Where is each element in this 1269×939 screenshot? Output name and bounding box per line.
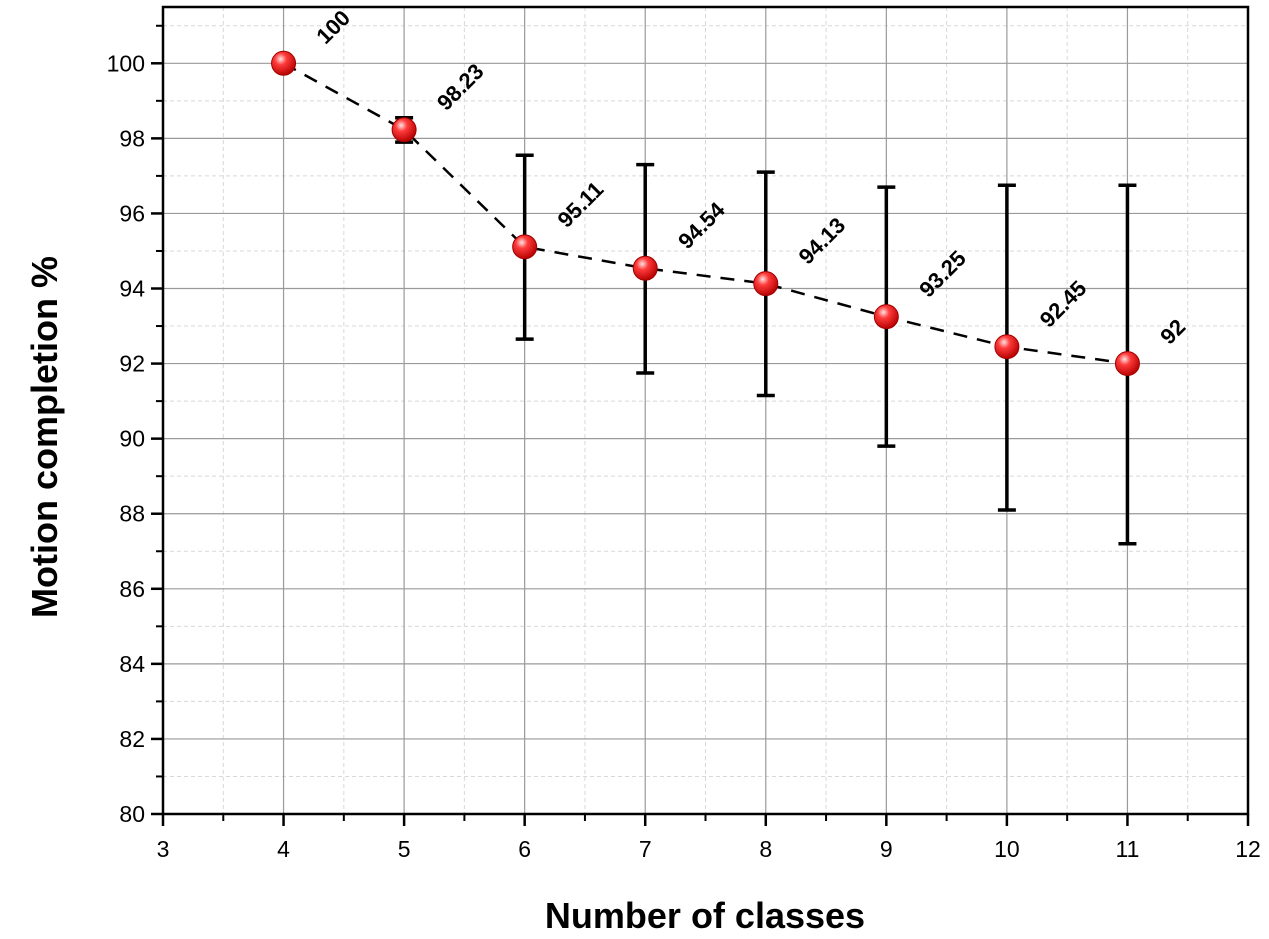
- data-label: 93.25: [914, 246, 971, 303]
- data-label: 92: [1155, 314, 1190, 349]
- grid-layer: [163, 7, 1248, 814]
- marker-layer: [271, 50, 1140, 377]
- y-tick-label: 84: [119, 651, 145, 677]
- ticks-layer: [151, 24, 1250, 826]
- data-label: 92.45: [1035, 276, 1092, 333]
- x-tick-label: 5: [398, 836, 411, 862]
- data-label: 100: [311, 5, 355, 49]
- y-axis-title: Motion completion %: [24, 256, 65, 618]
- data-label: 94.54: [673, 197, 730, 254]
- data-point: [391, 117, 417, 143]
- data-point: [632, 255, 658, 281]
- y-tick-label: 100: [107, 50, 145, 76]
- y-tick-label: 88: [119, 501, 145, 527]
- x-tick-label: 4: [277, 836, 290, 862]
- series-line: [282, 62, 1128, 365]
- y-tick-labels: 80 82 84 86 88 90 92 94 96 98 100: [107, 50, 146, 827]
- y-tick-label: 86: [119, 576, 145, 602]
- y-tick-label: 92: [119, 351, 145, 377]
- y-tick-label: 98: [119, 125, 145, 151]
- data-point: [1114, 351, 1140, 377]
- x-tick-labels: 3 4 5 6 7 8 9 10 11 12: [157, 836, 1261, 862]
- x-tick-label: 12: [1235, 836, 1261, 862]
- x-tick-label: 6: [518, 836, 531, 862]
- x-tick-label: 7: [639, 836, 652, 862]
- data-point: [994, 334, 1020, 360]
- y-tick-label: 90: [119, 426, 145, 452]
- data-point: [873, 304, 899, 330]
- data-point: [753, 271, 779, 297]
- y-tick-label: 82: [119, 726, 145, 752]
- x-tick-label: 10: [994, 836, 1020, 862]
- data-point: [512, 234, 538, 260]
- x-tick-label: 9: [880, 836, 893, 862]
- x-tick-label: 8: [759, 836, 772, 862]
- x-tick-label: 3: [157, 836, 170, 862]
- x-axis-title: Number of classes: [545, 895, 865, 936]
- y-tick-label: 94: [119, 276, 145, 302]
- connector-layer: [282, 62, 1128, 365]
- y-tick-label: 80: [119, 801, 145, 827]
- data-label-layer: 100 98.23 95.11 94.54 94.13 93.25 92.45 92: [311, 5, 1190, 349]
- x-tick-label: 11: [1115, 836, 1139, 862]
- data-label: 95.11: [553, 177, 609, 233]
- data-label: 98.23: [432, 59, 489, 116]
- data-point: [271, 50, 297, 76]
- data-label: 94.13: [794, 213, 851, 270]
- y-tick-label: 96: [119, 200, 145, 226]
